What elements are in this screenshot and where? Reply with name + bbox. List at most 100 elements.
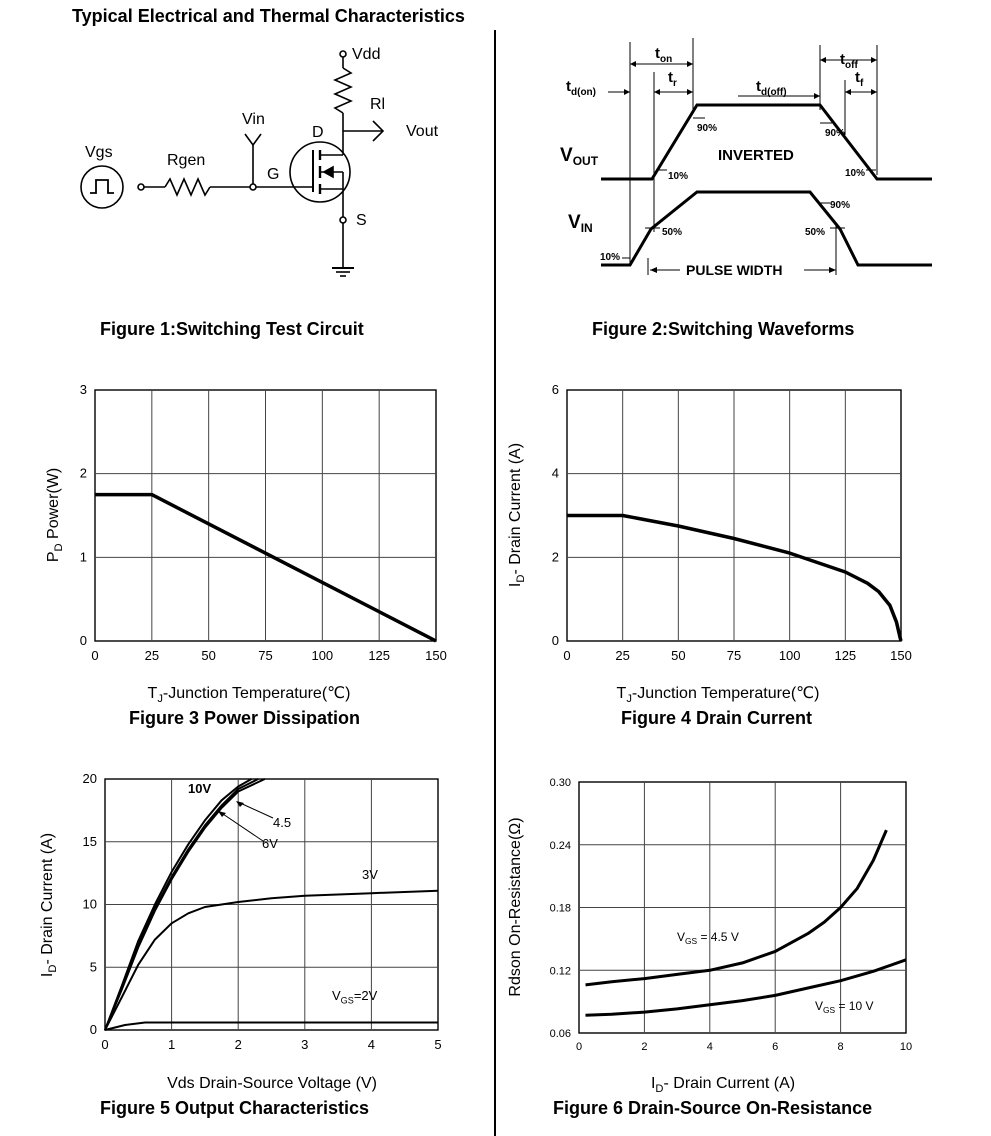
fig6-xtick-label: 4	[707, 1041, 713, 1053]
fig5-ytick-label: 20	[83, 771, 97, 786]
fig5-xtick-label: 1	[168, 1037, 175, 1052]
fig3-ytick-label: 2	[80, 466, 87, 481]
fig4-xtick-label: 75	[727, 648, 741, 663]
fig4-xtick-label: 25	[615, 648, 629, 663]
rl-resistor	[333, 67, 353, 114]
fig4-xtick-label: 100	[779, 648, 801, 663]
fig3-caption: Figure 3 Power Dissipation	[129, 708, 361, 728]
gate-label: G	[267, 166, 279, 183]
drain-label: D	[312, 124, 324, 141]
svg-text:ton: ton	[655, 45, 672, 65]
fig6-ytick-label: 0.18	[550, 903, 571, 915]
fig6-series-line-0	[585, 829, 888, 987]
fig4-x-axis-title: TJ-Junction Temperature(℃)	[617, 685, 820, 705]
fig6-xtick-label: 8	[838, 1041, 844, 1053]
fig6-ytick-label: 0.24	[550, 840, 571, 852]
vin-arrow	[244, 133, 262, 147]
svg-text:90%: 90%	[830, 200, 850, 211]
fig5-series-line-0	[104, 778, 252, 1031]
fig3-ytick-label: 3	[80, 382, 87, 397]
svg-text:50%: 50%	[805, 227, 825, 238]
vdd-terminal	[339, 50, 347, 58]
svg-text:td(on): td(on)	[566, 78, 596, 98]
fig4-caption: Figure 4 Drain Current	[621, 708, 813, 728]
vgs-label: Vgs	[85, 144, 113, 161]
fig2-waveforms	[601, 38, 932, 275]
fig5-series-line-4	[104, 1021, 438, 1031]
fig4-xtick-label: 50	[671, 648, 685, 663]
vout-arrow	[372, 120, 385, 142]
svg-text:toff: toff	[840, 51, 858, 71]
fig5-leader-6v	[219, 811, 264, 842]
svg-text:Rdson On-Resistance(Ω): Rdson On-Resistance(Ω)	[507, 817, 524, 996]
fig3-xtick-label: 0	[91, 648, 98, 663]
source-label: S	[356, 212, 367, 229]
vout-waveform	[601, 103, 932, 181]
fig5-xtick-label: 3	[301, 1037, 308, 1052]
fig1-labels: Vdd Rl Vin Vout D G S Vgs Rgen	[85, 46, 439, 229]
svg-text:ID- Drain Current (A): ID- Drain Current (A)	[507, 443, 527, 587]
fig3-xtick-label: 25	[145, 648, 159, 663]
fig6-x-axis-title: ID- Drain Current (A)	[651, 1075, 795, 1095]
fig5-6v-label: 6V	[262, 836, 278, 851]
fig3-xtick-label: 75	[258, 648, 272, 663]
fig4-xtick-label: 0	[563, 648, 570, 663]
fig6-caption: Figure 6 Drain-Source On-Resistance	[553, 1098, 873, 1118]
fig6-vgs-10-label: VGS = 10 V	[815, 999, 874, 1015]
fig3-xtick-label: 100	[311, 648, 333, 663]
fig5-series-line-3	[104, 889, 439, 1031]
svg-text:10%: 10%	[668, 171, 688, 182]
fig2-labels: ton tr td(on) td(off) toff tf VOUT VIN I…	[560, 45, 865, 278]
fig5-xtick-label: 4	[368, 1037, 375, 1052]
fig3-y-axis-title: PD Power(W)	[45, 468, 65, 562]
fig3-x-axis-title: TJ-Junction Temperature(℃)	[148, 685, 351, 705]
source-terminal	[339, 216, 347, 224]
fig3-series-line-0	[95, 492, 437, 643]
fig1-circuit	[80, 50, 385, 277]
fig5-x-axis-title: Vds Drain-Source Voltage (V)	[167, 1075, 377, 1092]
column-divider	[494, 30, 496, 1136]
fig5-leader-4.5	[237, 801, 274, 819]
fig3-xtick-label: 125	[368, 648, 390, 663]
pulse-width-label: PULSE WIDTH	[686, 262, 782, 278]
fig5-y-axis-title: ID- Drain Current (A)	[39, 833, 59, 977]
fig6-xtick-label: 6	[772, 1041, 778, 1053]
fig3-ytick-label: 1	[80, 549, 87, 564]
fig5-ytick-label: 10	[83, 897, 97, 912]
fig2-arrowheads	[624, 57, 877, 273]
svg-text:td(off): td(off)	[756, 78, 787, 98]
fig6-y-axis-title: Rdson On-Resistance(Ω)	[507, 817, 524, 996]
fig5-caption: Figure 5 Output Characteristics	[100, 1098, 370, 1118]
svg-text:tr: tr	[668, 69, 677, 89]
mosfet-symbol	[289, 141, 351, 203]
fig6-ytick-label: 0.30	[550, 777, 571, 789]
fig4-ytick-label: 6	[552, 382, 559, 397]
fig4-y-axis-title: ID- Drain Current (A)	[507, 443, 527, 587]
fig3-xtick-label: 50	[201, 648, 215, 663]
svg-text:VIN: VIN	[568, 212, 593, 235]
vin-waveform	[601, 190, 932, 267]
fig5-10v-label: 10V	[188, 781, 211, 796]
svg-text:50%: 50%	[662, 227, 682, 238]
svg-text:ID- Drain Current (A): ID- Drain Current (A)	[39, 833, 59, 977]
fig1-caption: Figure 1:Switching Test Circuit	[100, 319, 364, 339]
inverted-label: INVERTED	[718, 147, 794, 164]
fig5-output-characteristics-chart: 0 1 2 3 4 5 0 5 10 15 20 Vds Drain-Source Voltage (…	[39, 771, 442, 1092]
fig6-on-resistance-chart: 0 2 4 6 8 10 0.06 0.12 0.18 0.24 0.30 ID- Drain Cur…	[507, 777, 912, 1095]
fig2-caption: Figure 2:Switching Waveforms	[592, 319, 855, 339]
fig5-xtick-label: 5	[434, 1037, 441, 1052]
rl-label: Rl	[370, 96, 385, 113]
vout-label: Vout	[406, 123, 439, 140]
fig6-vgs-4.5-label: VGS = 4.5 V	[677, 930, 739, 946]
fig3-power-dissipation-chart: 0 25 50 75 100 125 150 0 1 2 3 TJ-Junction Temperat…	[45, 382, 447, 705]
fig6-ytick-label: 0.06	[550, 1028, 571, 1040]
svg-text:tf: tf	[855, 69, 864, 89]
fig5-ytick-label: 15	[83, 834, 97, 849]
fig6-ytick-label: 0.12	[550, 965, 571, 977]
rgen-label: Rgen	[167, 152, 205, 169]
fig5-3v-label: 3V	[362, 867, 378, 882]
svg-text:VOUT: VOUT	[560, 145, 599, 168]
fig6-xtick-label: 10	[900, 1041, 912, 1053]
fig5-ytick-label: 5	[90, 959, 97, 974]
